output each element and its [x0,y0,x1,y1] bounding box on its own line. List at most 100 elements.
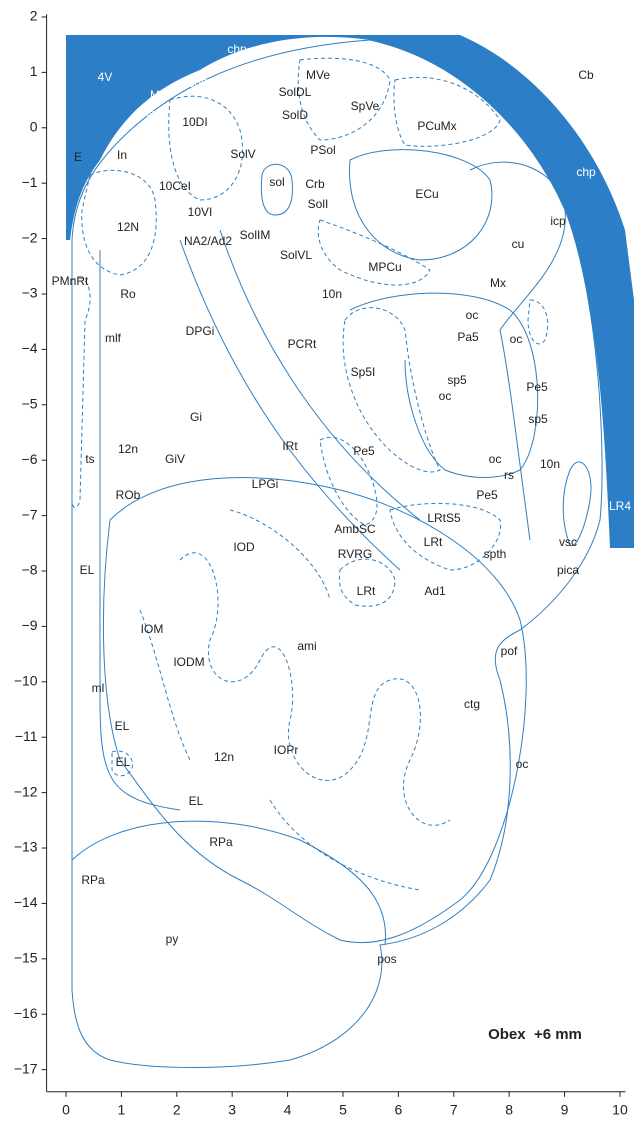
olive-lamella [269,799,421,891]
x-tick-label: 5 [339,1102,347,1118]
region-label: chp [227,42,247,56]
region-label: SolM [186,76,213,90]
region-label: SolV [230,147,255,161]
region-label: RPa [81,873,105,887]
y-tick-label: −2 [22,229,38,245]
y-tick-label: 1 [30,63,38,79]
y-tick-label: −10 [14,673,38,689]
region-label: Pa5 [457,330,479,344]
region-label: mlf [105,331,122,345]
region-label: chp [576,165,596,179]
region-label: SolIM [240,228,271,242]
region-label: 10VI [188,205,213,219]
x-tick-label: 0 [62,1102,70,1118]
region-label: sol [269,175,284,189]
y-tick-label: −8 [22,562,38,578]
region-label: oc [510,332,523,346]
x-tick-label: 4 [284,1102,292,1118]
y-tick-label: −5 [22,395,38,411]
region-label: ts [85,452,94,466]
region-label: EL [116,755,131,769]
region-label: GiV [165,452,185,466]
region-label: DPGi [186,324,215,338]
region-label: Pe5 [353,444,375,458]
region-label: NA2/Ad2 [184,234,232,248]
y-tick-label: −3 [22,285,38,301]
region-label: SolDL [279,85,312,99]
region-label: 4V [98,70,113,84]
region-label: IOM [141,622,164,636]
region-label: rs [504,468,514,482]
region-label: RPa [209,835,233,849]
y-tick-label: −14 [14,894,38,910]
region-label: In [117,148,127,162]
lr4-recess [562,461,592,547]
region-label: LRt [424,535,443,549]
olive-lamella [179,552,451,826]
region-label: MeF [150,88,174,102]
region-label: Gi [190,410,202,424]
region-label: oc [439,389,452,403]
region-label: Sp5I [351,365,376,379]
region-label: 10DI [182,115,207,129]
region-label: oc [466,308,479,322]
region-label: oc [516,757,529,771]
region-label: Cb [578,68,594,82]
x-tick-label: 7 [450,1102,458,1118]
region-label: ROb [116,488,141,502]
region-label: ctg [464,697,480,711]
region-label: LR4 [609,499,631,513]
region-label: IOPr [274,743,299,757]
region-label: IOD [233,540,255,554]
region-label: 12n [118,442,138,456]
nucleus-contour [317,219,431,286]
region-label: PCuMx [417,119,456,133]
region-label: RVRG [338,547,372,561]
y-tick-label: −4 [22,340,38,356]
region-label: py [166,932,179,946]
region-label: pos [377,952,396,966]
region-label: 10CeI [159,179,191,193]
region-label: EL [115,719,130,733]
region-label: spth [484,547,507,561]
region-label: Pe5 [526,380,548,394]
region-label: cu [512,237,525,251]
region-label: Pe5 [476,488,498,502]
x-tick-label: 9 [561,1102,569,1118]
nucleus-contour [338,558,396,607]
y-tick-label: −15 [14,950,38,966]
midline-nucleus [71,277,91,508]
region-label: LPGi [252,477,279,491]
y-tick-label: −17 [14,1060,38,1076]
y-tick-label: −13 [14,839,38,855]
region-label: pof [501,644,518,658]
y-tick-label: −16 [14,1005,38,1021]
region-label: icp [550,214,566,228]
y-tick-label: −9 [22,617,38,633]
region-label: 12N [117,220,139,234]
region-label: SolD [282,108,308,122]
x-tick-label: 10 [612,1102,628,1118]
region-label: Crb [305,177,325,191]
x-tick-label: 6 [394,1102,402,1118]
region-label: SpVe [351,99,380,113]
y-tick-label: −12 [14,783,38,799]
y-tick-label: −6 [22,451,38,467]
olive-lamella [139,609,191,761]
region-label: ml [92,681,105,695]
nucleus-contour [393,76,501,147]
section-level: Obex +6 mm [488,1026,582,1043]
brainstem-outline [71,39,603,1068]
region-label: MPCu [368,260,401,274]
solitary-tract [260,163,293,216]
region-label: LRt [357,584,376,598]
y-tick-label: 2 [30,8,38,24]
region-label: 10n [540,457,560,471]
icp-outline [469,161,566,541]
y-tick-label: 0 [30,118,38,134]
region-label: MVe [306,68,330,82]
y-tick-label: −11 [15,728,38,744]
region-label: PSol [310,143,335,157]
region-label: pica [557,563,579,577]
x-tick-label: 8 [505,1102,513,1118]
